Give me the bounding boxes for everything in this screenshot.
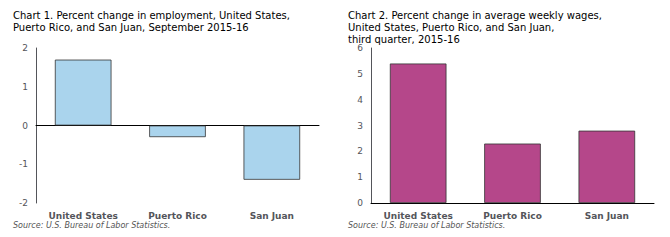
svg-text:3: 3 — [357, 121, 363, 131]
svg-text:Puerto Rico: Puerto Rico — [483, 211, 542, 221]
svg-text:5: 5 — [357, 69, 363, 79]
svg-text:2: 2 — [357, 146, 363, 156]
svg-text:-1: -1 — [19, 159, 28, 169]
svg-text:San Juan: San Juan — [585, 211, 629, 221]
svg-text:4: 4 — [357, 95, 363, 105]
svg-text:Puerto Rico: Puerto Rico — [148, 211, 207, 221]
svg-text:1: 1 — [22, 82, 28, 92]
svg-text:United States: United States — [48, 211, 117, 221]
svg-text:-2: -2 — [19, 198, 28, 208]
svg-text:6: 6 — [357, 43, 363, 53]
svg-text:2: 2 — [22, 43, 28, 53]
svg-text:0: 0 — [22, 121, 28, 131]
svg-text:third quarter, 2015-16: third quarter, 2015-16 — [348, 34, 460, 45]
svg-text:1: 1 — [357, 172, 363, 182]
svg-text:Puerto Rico, and San Juan, Sep: Puerto Rico, and San Juan, September 201… — [13, 22, 249, 33]
svg-text:0: 0 — [357, 198, 363, 208]
svg-text:San Juan: San Juan — [250, 211, 294, 221]
svg-text:United States, Puerto Rico, an: United States, Puerto Rico, and San Juan… — [348, 22, 554, 33]
svg-text:Chart 1. Percent change in emp: Chart 1. Percent change in employment, U… — [13, 10, 290, 21]
svg-text:Source: U.S. Bureau of Labor S: Source: U.S. Bureau of Labor Statistics. — [348, 221, 505, 230]
svg-text:Chart 2. Percent change in ave: Chart 2. Percent change in average weekl… — [348, 10, 602, 21]
svg-text:Source: U.S. Bureau of Labor S: Source: U.S. Bureau of Labor Statistics. — [13, 221, 170, 230]
svg-text:United States: United States — [383, 211, 452, 221]
